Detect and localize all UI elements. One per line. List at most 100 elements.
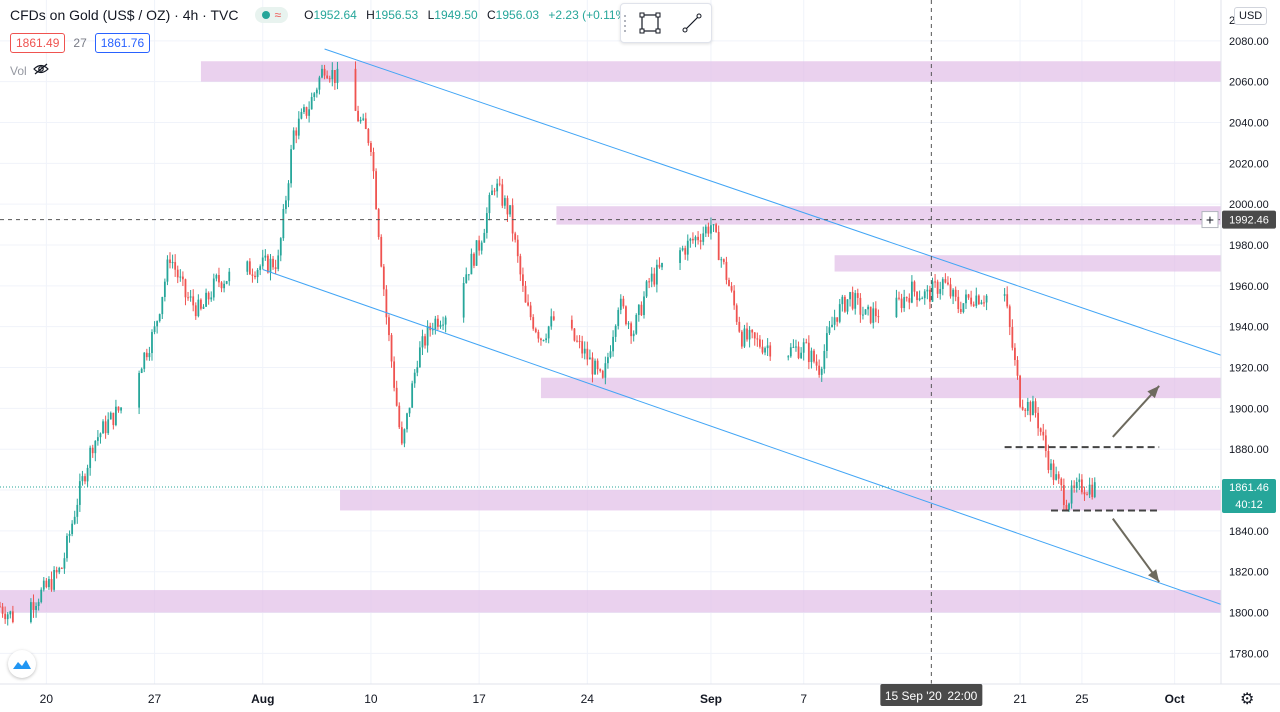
candle-body (398, 405, 401, 428)
candle-body (601, 370, 604, 378)
candle-body (807, 342, 810, 363)
candle-body (272, 258, 274, 268)
candle-body (851, 292, 854, 309)
ohlc-close: 1956.03 (495, 8, 540, 22)
candle-body (181, 276, 184, 280)
candle-body (707, 226, 710, 234)
candle-body (1052, 463, 1055, 480)
channel-trend-line (262, 269, 1222, 605)
candle-body (637, 304, 640, 315)
candle-body (905, 297, 908, 299)
candle-body (931, 281, 934, 302)
candle-body (838, 304, 841, 322)
candle-body (388, 317, 390, 336)
candle-body (728, 279, 730, 287)
candle-body (115, 406, 117, 426)
candle-body (872, 308, 875, 323)
candle-body (913, 281, 916, 292)
candle-body (58, 567, 61, 573)
candle-body (717, 231, 720, 261)
candle-body (285, 200, 287, 210)
sell-price-button[interactable]: 1861.49 (10, 33, 66, 53)
y-tick-label: 1800.00 (1229, 608, 1269, 620)
candle-body (934, 281, 936, 283)
candle-body (439, 324, 442, 327)
settings-gear-icon[interactable]: ⚙ (1240, 691, 1255, 708)
rectangle-tool-icon[interactable] (635, 6, 664, 40)
candle-body (534, 328, 537, 332)
candle-body (375, 171, 377, 210)
candle-body (550, 316, 553, 327)
candle-body (952, 289, 955, 297)
candle-body (76, 504, 79, 517)
candle-body (269, 258, 272, 273)
candle-body (1011, 327, 1014, 348)
candle-body (1044, 435, 1047, 451)
candle-body (189, 296, 192, 298)
ohlc-high: 1956.53 (374, 8, 419, 22)
candle-body (581, 341, 584, 354)
y-tick-label: 1900.00 (1229, 403, 1269, 415)
candle-body (380, 236, 383, 267)
drag-handle-icon[interactable] (624, 4, 627, 42)
symbol-title[interactable]: CFDs on Gold (US$ / OZ) · 4h · TVC (10, 7, 239, 23)
candle-body (970, 297, 973, 305)
candle-body (362, 118, 365, 120)
candle-body (733, 290, 736, 306)
candle-body (576, 340, 578, 342)
candle-body (1006, 294, 1009, 307)
candle-body (315, 89, 318, 94)
candle-body (207, 292, 210, 300)
candle-body (632, 333, 635, 337)
candle-body (282, 209, 285, 239)
trend-line-tool-icon[interactable] (677, 6, 706, 40)
ohlc-c-label: C (487, 8, 496, 22)
candle-body (545, 338, 548, 341)
volume-legend: Vol (10, 63, 49, 78)
candle-body (686, 240, 689, 255)
candle-body (810, 350, 813, 363)
candle-body (223, 283, 226, 289)
candle-body (519, 256, 522, 275)
candle-body (194, 305, 197, 317)
candle-body (478, 240, 481, 251)
candle-body (1047, 450, 1050, 470)
candle-body (532, 317, 535, 329)
candle-body (740, 331, 743, 347)
candle-body (594, 360, 596, 375)
candle-body (957, 296, 960, 309)
candle-body (877, 316, 880, 318)
candle-body (895, 297, 898, 318)
candle-body (179, 276, 182, 278)
x-tick-label: 24 (581, 692, 595, 706)
candle-body (163, 281, 166, 297)
candle-body (1034, 401, 1037, 413)
currency-button[interactable]: USD (1234, 7, 1268, 25)
candle-body (983, 302, 985, 304)
candle-body (1080, 479, 1083, 493)
candle-body (591, 357, 594, 375)
candle-body (66, 535, 68, 559)
buy-price-button[interactable]: 1861.76 (94, 33, 151, 53)
candle-body (333, 70, 336, 84)
candle-body (619, 298, 622, 310)
candle-body (856, 293, 859, 298)
support-resistance-zone (340, 490, 1221, 511)
candle-body (225, 281, 228, 284)
candle-body (509, 205, 511, 215)
eye-hidden-icon[interactable] (32, 63, 49, 78)
tradingview-logo-icon[interactable] (8, 650, 36, 678)
candle-body (473, 253, 475, 266)
x-tick-label: Oct (1165, 692, 1185, 706)
candle-body (941, 279, 944, 289)
indicator-toggle-button[interactable]: ≈ (254, 7, 289, 23)
candle-body (864, 309, 867, 315)
candle-body (658, 264, 661, 268)
candle-body (908, 298, 911, 303)
candle-body (846, 299, 849, 312)
candle-body (722, 259, 725, 262)
candle-body (977, 295, 980, 305)
candle-body (748, 329, 751, 340)
candle-body (483, 232, 486, 243)
